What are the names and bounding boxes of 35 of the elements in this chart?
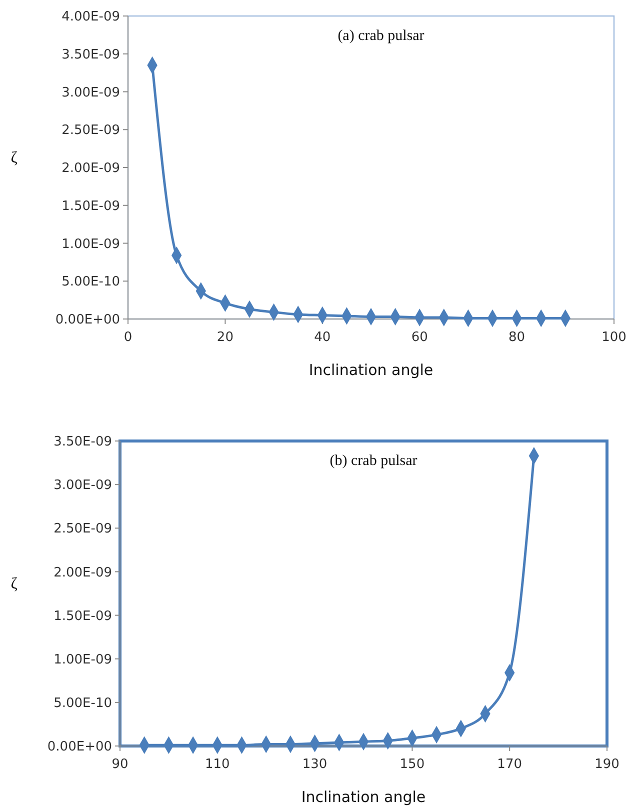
x-axis-title: Inclination angle <box>308 361 434 379</box>
x-tick-label: 40 <box>314 330 331 345</box>
x-tick-label: 130 <box>302 757 328 772</box>
x-tick-label: 190 <box>594 757 620 772</box>
y-tick-label: 2.00E-09 <box>54 565 112 580</box>
y-tick-label: 5.00E-10 <box>54 696 112 711</box>
x-tick-label: 100 <box>602 330 626 345</box>
y-tick-label: 3.50E-09 <box>54 434 112 450</box>
x-tick-label: 20 <box>216 330 234 345</box>
y-tick-label: 2.50E-09 <box>62 123 120 138</box>
x-tick-label: 90 <box>112 757 128 772</box>
y-tick-label: 0.00E+00 <box>55 312 120 328</box>
x-tick-label: 60 <box>411 330 428 345</box>
y-tick-label: 1.50E-09 <box>62 198 120 214</box>
y-tick-label: 2.50E-09 <box>54 522 112 537</box>
y-tick-label: 1.00E-09 <box>62 236 120 252</box>
y-tick-label: 4.00E-09 <box>62 10 120 25</box>
y-axis-title: ζ <box>10 576 18 592</box>
y-tick-label: 3.50E-09 <box>62 47 120 62</box>
y-tick-label: 1.50E-09 <box>54 608 112 624</box>
y-axis-title: ζ <box>10 150 18 166</box>
x-tick-label: 0 <box>124 330 132 345</box>
x-tick-label: 110 <box>204 757 230 772</box>
x-tick-label: 150 <box>400 757 425 772</box>
x-tick-label: 170 <box>497 757 522 772</box>
y-tick-label: 0.00E+00 <box>47 740 112 755</box>
x-axis-title: Inclination angle <box>301 788 426 806</box>
y-tick-label: 2.00E-09 <box>62 161 120 176</box>
text: (b) crab pulsar <box>330 453 418 469</box>
text: (a) crab pulsar <box>338 28 424 44</box>
y-tick-label: 5.00E-10 <box>62 274 120 290</box>
x-tick-label: 80 <box>508 330 526 345</box>
y-tick-label: 1.00E-09 <box>54 652 112 668</box>
y-tick-label: 3.00E-09 <box>54 478 112 494</box>
y-tick-label: 3.00E-09 <box>62 85 120 100</box>
